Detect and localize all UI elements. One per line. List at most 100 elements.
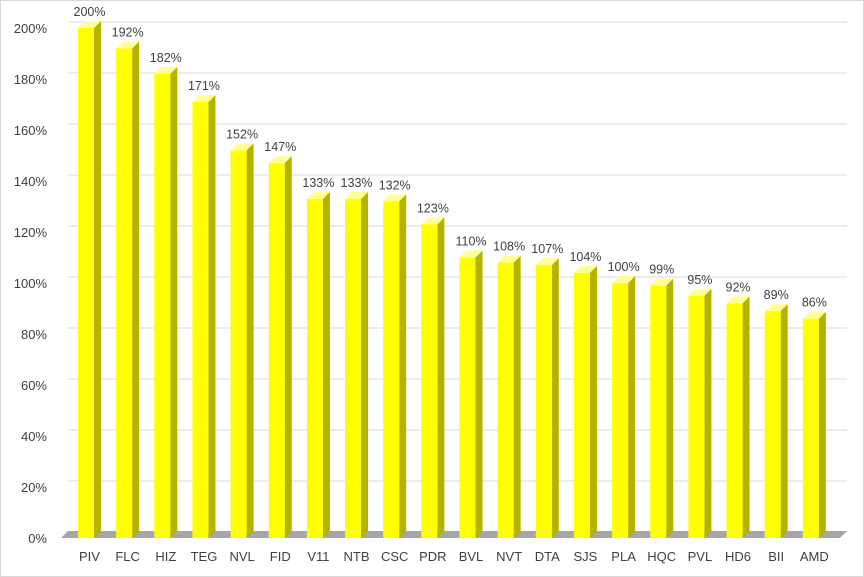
bar-front <box>154 73 171 539</box>
bar-side <box>170 66 178 539</box>
bar-side <box>780 304 788 538</box>
bar-front <box>535 265 552 538</box>
x-tick-label: FID <box>270 549 291 564</box>
bar-side <box>742 296 750 538</box>
x-tick-label: NVL <box>229 549 254 564</box>
bar-side <box>704 288 712 538</box>
data-label: 123% <box>417 201 449 215</box>
bar-top <box>688 288 712 296</box>
data-labels: 200% 192% 182% 171% 152% 147% 133% 133% 132% 123%… <box>74 5 827 310</box>
y-tick-label: 120% <box>14 225 48 240</box>
bar-v11 <box>306 191 330 538</box>
y-tick-label: 180% <box>14 72 48 87</box>
bar-front <box>192 101 209 538</box>
bar-front <box>726 303 743 538</box>
bar-front <box>78 28 94 538</box>
bar-top <box>612 276 636 283</box>
bar-top <box>116 41 140 49</box>
bar-pvl <box>688 288 712 538</box>
data-label: 182% <box>150 51 182 65</box>
x-tick-label: CSC <box>381 549 408 564</box>
bar-top <box>535 258 559 266</box>
bar-hqc <box>650 278 674 538</box>
x-tick-label: BII <box>768 549 784 564</box>
y-tick-label: 20% <box>21 480 47 495</box>
bar-side <box>628 276 636 538</box>
x-tick-label: V11 <box>307 549 329 564</box>
x-tick-label: TEG <box>191 549 218 564</box>
data-label: 171% <box>188 79 220 93</box>
bar-front <box>306 198 323 538</box>
bar-flc <box>116 41 140 539</box>
bar-ntb <box>345 191 369 538</box>
x-tick-label: NTB <box>344 549 370 564</box>
bar-csc <box>383 194 407 538</box>
x-tick-label: FLC <box>115 549 140 564</box>
data-label: 132% <box>379 178 411 192</box>
bar-side <box>246 143 254 538</box>
x-tick-label: PIV <box>79 549 100 564</box>
bar-pla <box>612 276 636 538</box>
bar-side <box>322 191 330 538</box>
y-tick-label: 100% <box>14 276 48 291</box>
bar-side <box>284 156 292 538</box>
bar-pdr <box>421 217 445 538</box>
x-tick-label: DTA <box>535 549 560 564</box>
bar-side <box>132 41 140 539</box>
bar-front <box>268 163 285 538</box>
bar-front <box>802 318 819 538</box>
x-tick-label: PVL <box>688 549 713 564</box>
data-label: 100% <box>608 260 640 274</box>
bar-front <box>383 201 400 538</box>
bar-side <box>361 191 369 538</box>
bar-teg <box>192 94 216 538</box>
bar-side <box>513 255 521 538</box>
bar-sjs <box>573 265 597 538</box>
bar-nvt <box>497 255 521 538</box>
data-label: 147% <box>264 140 296 154</box>
y-tick-label: 60% <box>21 378 47 393</box>
bar-hd6 <box>726 296 750 538</box>
x-tick-label: HD6 <box>725 549 751 564</box>
x-tick-label: SJS <box>574 549 598 564</box>
bar-top <box>268 156 292 164</box>
bar-top <box>497 255 521 263</box>
data-label: 104% <box>569 250 601 264</box>
bar-front <box>764 311 781 538</box>
bar-side <box>551 258 559 538</box>
x-tick-label: HIZ <box>155 549 176 564</box>
bar-top <box>192 94 216 102</box>
y-tick-label: 200% <box>14 21 48 36</box>
bar-nvl <box>230 143 254 538</box>
bar-hiz <box>154 66 178 539</box>
y-tick-label: 80% <box>21 327 47 342</box>
y-tick-label: 40% <box>21 429 47 444</box>
bar-top <box>650 278 674 286</box>
bar-dta <box>535 258 559 538</box>
bars <box>78 21 826 539</box>
bar-front <box>497 262 514 538</box>
data-label: 133% <box>302 176 334 190</box>
bar-top <box>78 21 101 28</box>
bar-top <box>421 217 445 225</box>
data-label: 86% <box>802 296 827 310</box>
data-label: 110% <box>455 235 486 249</box>
bar-top <box>573 265 597 273</box>
bar-front <box>421 224 438 538</box>
data-label: 108% <box>493 240 525 254</box>
bar-top <box>230 143 254 151</box>
bar-piv <box>78 21 101 538</box>
bar-front <box>612 283 629 538</box>
bar-top <box>383 194 407 202</box>
bar-front <box>650 285 667 538</box>
bar-side <box>94 21 101 538</box>
bar-top <box>764 304 788 312</box>
data-label: 99% <box>649 263 674 277</box>
bar-bii <box>764 304 788 538</box>
bar-front <box>230 150 247 538</box>
bar-side <box>475 250 483 538</box>
bar-front <box>345 198 362 538</box>
bar-fid <box>268 156 292 538</box>
